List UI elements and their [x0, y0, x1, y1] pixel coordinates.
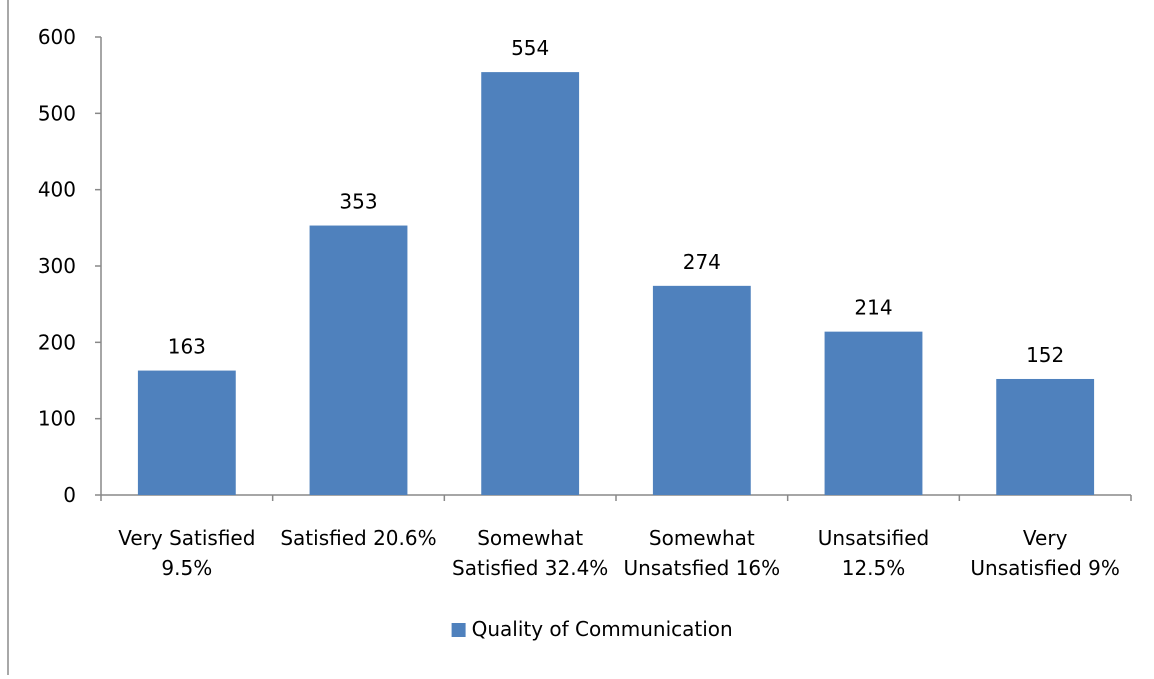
- y-tick-label: 600: [38, 25, 76, 49]
- bar: [137, 370, 236, 495]
- bar: [996, 378, 1095, 495]
- bars-group: [137, 72, 1095, 495]
- y-tick-label: 100: [38, 407, 76, 431]
- data-label: 554: [511, 36, 549, 60]
- data-label: 274: [683, 250, 721, 274]
- y-tick-label: 200: [38, 330, 76, 354]
- x-tick-label: Unsatsfied 16%: [623, 556, 780, 580]
- x-tick-label: 12.5%: [842, 556, 906, 580]
- bar: [824, 331, 923, 495]
- legend-label: Quality of Communication: [472, 617, 733, 641]
- data-label: 163: [168, 335, 206, 359]
- x-axis: [100, 494, 1132, 501]
- x-tick-labels-group: Very Satisfied 9.5% Satisfied 20.6% Somewha…: [118, 526, 1120, 580]
- x-tick-label: Satisfied 32.4%: [452, 556, 608, 580]
- y-tick-label: 300: [38, 254, 76, 278]
- y-tick-label: 500: [38, 101, 76, 125]
- data-label: 214: [854, 296, 892, 320]
- legend-swatch: [451, 623, 466, 637]
- x-tick-label: 9.5%: [161, 556, 212, 580]
- x-tick-label: Somewhat: [477, 526, 583, 550]
- bar: [652, 285, 751, 495]
- bar: [309, 225, 408, 495]
- data-label: 152: [1026, 343, 1064, 367]
- x-tick-label: Very: [1023, 526, 1068, 550]
- y-tick-label: 400: [38, 178, 76, 202]
- data-labels-group: 163 353 554 274 214 152: [168, 36, 1065, 367]
- y-tick-label: 0: [63, 483, 76, 507]
- x-tick-label: Satisfied 20.6%: [280, 526, 436, 550]
- x-tick-label: Unsatsified: [818, 526, 929, 550]
- x-tick-label: Somewhat: [649, 526, 755, 550]
- y-axis: 0 100 200 300 400 500 600: [38, 25, 102, 507]
- data-label: 353: [339, 190, 377, 214]
- legend: Quality of Communication: [451, 617, 733, 641]
- bar: [481, 72, 580, 495]
- x-tick-label: Very Satisfied: [118, 526, 255, 550]
- x-tick-label: Unsatisfied 9%: [970, 556, 1120, 580]
